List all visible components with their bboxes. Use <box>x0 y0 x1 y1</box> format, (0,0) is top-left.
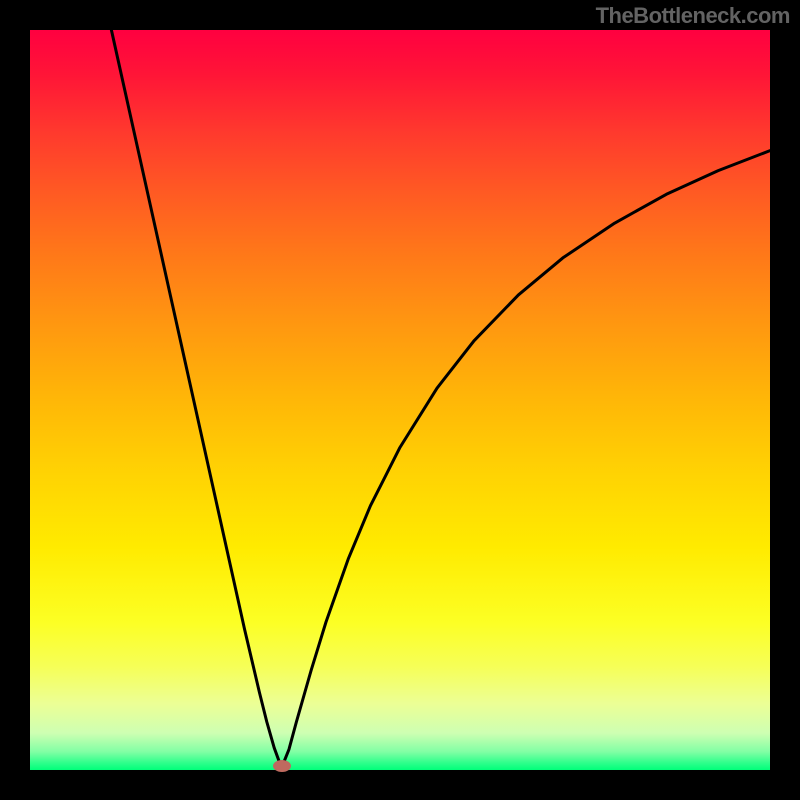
chart-container: TheBottleneck.com <box>0 0 800 800</box>
watermark-text: TheBottleneck.com <box>596 3 790 29</box>
minimum-marker <box>273 760 291 772</box>
curve-layer <box>0 0 800 800</box>
bottleneck-curve <box>111 30 770 764</box>
